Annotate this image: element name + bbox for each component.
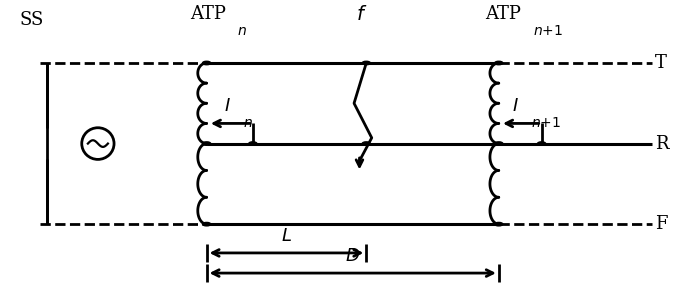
- Text: $n$+1: $n$+1: [533, 24, 563, 38]
- Circle shape: [362, 142, 371, 145]
- Text: ATP: ATP: [190, 5, 225, 23]
- Circle shape: [203, 222, 211, 226]
- Text: $n$+1: $n$+1: [532, 116, 562, 131]
- Circle shape: [362, 61, 371, 65]
- Text: $f$: $f$: [356, 4, 367, 24]
- Text: F: F: [655, 215, 668, 233]
- Text: T: T: [655, 54, 667, 72]
- Text: R: R: [655, 135, 669, 152]
- Text: SS: SS: [20, 11, 44, 29]
- Circle shape: [495, 61, 503, 65]
- Circle shape: [495, 142, 503, 145]
- Text: $I$: $I$: [223, 97, 230, 115]
- Text: $D$: $D$: [345, 247, 360, 265]
- Text: $n$: $n$: [237, 24, 247, 38]
- Circle shape: [249, 142, 257, 145]
- Text: ATP: ATP: [485, 5, 521, 23]
- Circle shape: [203, 61, 211, 65]
- Text: $n$: $n$: [242, 116, 253, 131]
- Text: $I$: $I$: [512, 97, 519, 115]
- Circle shape: [495, 222, 503, 226]
- Circle shape: [203, 142, 211, 145]
- Circle shape: [538, 142, 546, 145]
- Text: $L$: $L$: [281, 227, 292, 245]
